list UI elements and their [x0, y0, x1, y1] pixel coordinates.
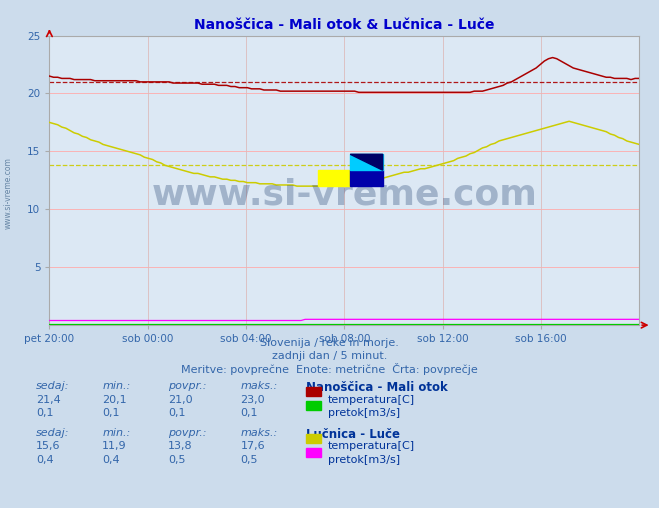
Bar — [350, 154, 383, 170]
Text: maks.:: maks.: — [241, 381, 278, 391]
Text: 0,1: 0,1 — [241, 408, 258, 419]
Text: Nanoščica - Mali otok: Nanoščica - Mali otok — [306, 381, 448, 394]
Bar — [350, 170, 383, 186]
Text: temperatura[C]: temperatura[C] — [328, 395, 415, 405]
Text: zadnji dan / 5 minut.: zadnji dan / 5 minut. — [272, 351, 387, 361]
Text: 11,9: 11,9 — [102, 441, 127, 452]
Polygon shape — [350, 154, 383, 170]
Text: maks.:: maks.: — [241, 428, 278, 438]
Text: www.si-vreme.com: www.si-vreme.com — [152, 178, 537, 212]
Text: 15,6: 15,6 — [36, 441, 61, 452]
Text: povpr.:: povpr.: — [168, 428, 206, 438]
Text: 21,0: 21,0 — [168, 395, 192, 405]
Text: www.si-vreme.com: www.si-vreme.com — [4, 157, 13, 229]
Text: 21,4: 21,4 — [36, 395, 61, 405]
Text: Meritve: povprečne  Enote: metrične  Črta: povprečje: Meritve: povprečne Enote: metrične Črta:… — [181, 363, 478, 375]
Text: Lučnica - Luče: Lučnica - Luče — [306, 428, 401, 441]
Text: pretok[m3/s]: pretok[m3/s] — [328, 455, 399, 465]
Text: 0,4: 0,4 — [36, 455, 54, 465]
Bar — [318, 170, 350, 186]
Text: temperatura[C]: temperatura[C] — [328, 441, 415, 452]
Text: 0,1: 0,1 — [102, 408, 120, 419]
Text: 0,1: 0,1 — [168, 408, 186, 419]
Text: pretok[m3/s]: pretok[m3/s] — [328, 408, 399, 419]
Text: 0,5: 0,5 — [241, 455, 258, 465]
Text: Slovenija / reke in morje.: Slovenija / reke in morje. — [260, 338, 399, 348]
Text: 23,0: 23,0 — [241, 395, 265, 405]
Text: sedaj:: sedaj: — [36, 381, 70, 391]
Text: min.:: min.: — [102, 428, 130, 438]
Text: 0,1: 0,1 — [36, 408, 54, 419]
Text: 20,1: 20,1 — [102, 395, 127, 405]
Title: Nanoščica - Mali otok & Lučnica - Luče: Nanoščica - Mali otok & Lučnica - Luče — [194, 18, 494, 31]
Text: sedaj:: sedaj: — [36, 428, 70, 438]
Text: 17,6: 17,6 — [241, 441, 265, 452]
Text: min.:: min.: — [102, 381, 130, 391]
Text: povpr.:: povpr.: — [168, 381, 206, 391]
Text: 13,8: 13,8 — [168, 441, 192, 452]
Text: 0,4: 0,4 — [102, 455, 120, 465]
Text: 0,5: 0,5 — [168, 455, 186, 465]
